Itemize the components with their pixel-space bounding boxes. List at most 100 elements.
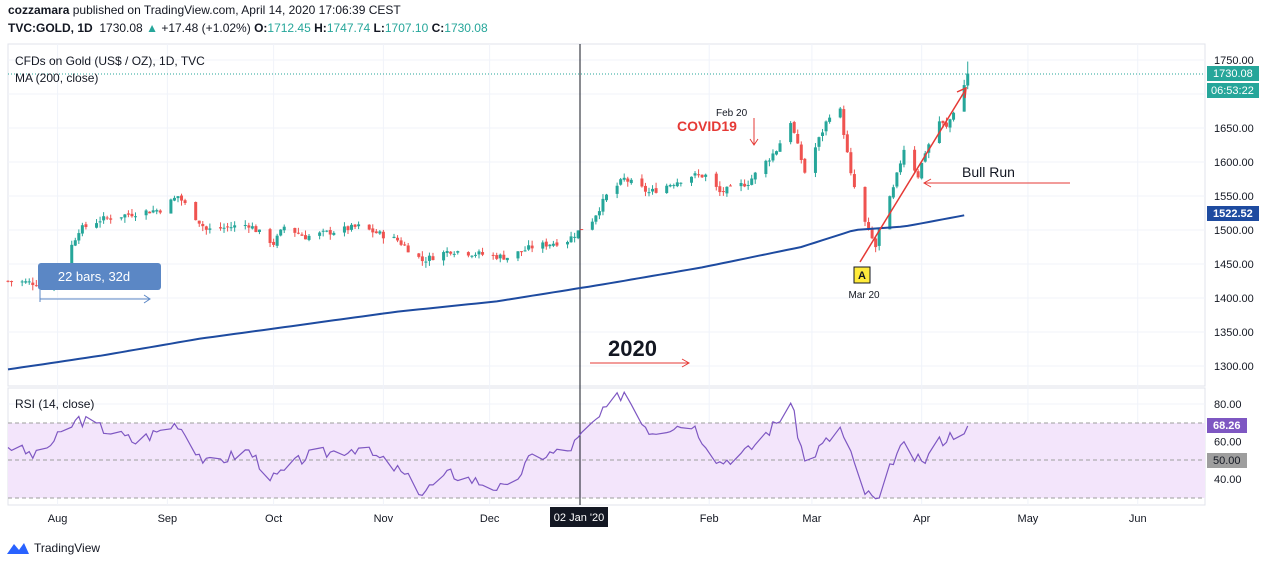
- author-name[interactable]: cozzamara: [8, 3, 70, 17]
- candle-body: [821, 132, 825, 136]
- candle-body: [257, 229, 261, 232]
- candle-body: [350, 224, 354, 230]
- candle-body: [789, 123, 793, 143]
- bars-label-box[interactable]: [38, 263, 161, 290]
- candle-body: [466, 252, 470, 256]
- symbol-label[interactable]: TVC:GOLD, 1D: [8, 21, 93, 35]
- mar20-label: Mar 20: [848, 290, 880, 301]
- candle-body: [966, 73, 970, 86]
- candle-body: [941, 120, 945, 124]
- candle-body: [300, 234, 304, 236]
- candle-body: [31, 282, 35, 286]
- candle-body: [126, 213, 130, 215]
- candle-body: [222, 227, 226, 229]
- candle-body: [948, 119, 952, 128]
- candle-body: [505, 257, 509, 261]
- candle-body: [226, 226, 230, 228]
- candle-body: [615, 185, 619, 194]
- price-tick-label: 1750.00: [1214, 55, 1254, 67]
- candle-body: [654, 188, 658, 193]
- candle-body: [346, 226, 350, 231]
- candle-body: [551, 243, 555, 246]
- candle-body: [714, 173, 718, 187]
- rsi-mid-tag: 50.00: [1213, 455, 1241, 467]
- candle-body: [605, 194, 608, 201]
- candle-body: [130, 213, 134, 217]
- time-tick-label: Jun: [1129, 513, 1147, 525]
- candle-body: [629, 179, 633, 184]
- candle-body: [923, 153, 927, 162]
- trend-arrowhead: [956, 86, 967, 99]
- instrument-legend: CFDs on Gold (US$ / OZ), 1D, TVC: [15, 54, 205, 68]
- candle-body: [427, 255, 431, 261]
- candle-body: [739, 183, 743, 187]
- candle-body: [576, 230, 580, 239]
- time-axis[interactable]: Aug Sep Oct Nov Dec Feb Mar Apr May Jun: [48, 513, 1147, 525]
- candle-body: [502, 254, 506, 260]
- candle-body: [123, 214, 127, 218]
- candle-body: [282, 226, 286, 231]
- candle-body: [268, 229, 272, 244]
- crosshair-date-box: [550, 507, 608, 527]
- covid-arrowhead: [749, 138, 759, 146]
- candle-body: [895, 172, 899, 187]
- time-tick-label: Mar: [802, 513, 821, 525]
- marker-a-box[interactable]: [853, 266, 871, 284]
- candle-body: [675, 182, 679, 187]
- candle-body: [70, 244, 74, 271]
- candle-body: [750, 178, 754, 185]
- candle-body: [84, 224, 88, 228]
- candle-body: [325, 230, 329, 232]
- candle-body: [218, 227, 222, 229]
- last-price: 1730.08: [99, 21, 143, 35]
- time-tick-label: Aug: [48, 513, 68, 525]
- price-change: +17.48 (+1.02%): [161, 21, 251, 35]
- candle-body: [580, 229, 584, 231]
- candle-body: [594, 215, 598, 222]
- candle-body: [849, 152, 853, 174]
- year-label: 2020: [608, 336, 657, 361]
- year-arrowhead: [681, 358, 691, 368]
- candle-body: [799, 144, 803, 161]
- rsi-axis[interactable]: 80.00 60.00 40.00: [1214, 399, 1242, 486]
- open-label: O:: [254, 21, 268, 35]
- candle-body: [180, 195, 184, 201]
- trend-line: [859, 88, 967, 263]
- price-tick-label: 1300.00: [1214, 361, 1254, 373]
- candle-body: [523, 250, 527, 252]
- candle-body: [321, 230, 325, 232]
- time-tick-label: May: [1018, 513, 1039, 525]
- main-pane[interactable]: [7, 43, 1206, 387]
- candle-body: [838, 108, 842, 118]
- rsi-tag-box: [1207, 418, 1247, 433]
- candle-body: [332, 232, 336, 235]
- candle-body: [555, 242, 559, 246]
- candle-body: [952, 112, 956, 120]
- price-tick-label: 1400.00: [1214, 293, 1254, 305]
- candle-body: [406, 245, 410, 253]
- candle-body: [481, 252, 485, 255]
- candle-body: [148, 211, 152, 214]
- price-tick-label: 1500.00: [1214, 225, 1254, 237]
- candle-body: [626, 178, 630, 182]
- tradingview-logo-icon[interactable]: [6, 541, 30, 555]
- candle-body: [697, 174, 701, 176]
- candle-body: [279, 229, 283, 236]
- high-value: 1747.74: [326, 21, 371, 35]
- candle-body: [250, 226, 254, 229]
- candle-body: [452, 253, 456, 255]
- candle-body: [573, 236, 577, 238]
- brand-label[interactable]: TradingView: [34, 541, 101, 555]
- ma-line: [7, 214, 965, 371]
- candle-body: [34, 285, 38, 287]
- candle-body: [424, 261, 428, 263]
- candle-body: [449, 251, 453, 254]
- candle-body: [77, 233, 81, 241]
- candle-body: [208, 228, 212, 230]
- crosshair-date: 02 Jan '20: [554, 512, 604, 524]
- candle-body: [874, 238, 878, 248]
- candle-body: [10, 281, 14, 283]
- rsi-tick-label: 80.00: [1214, 399, 1242, 411]
- candle-body: [303, 235, 307, 240]
